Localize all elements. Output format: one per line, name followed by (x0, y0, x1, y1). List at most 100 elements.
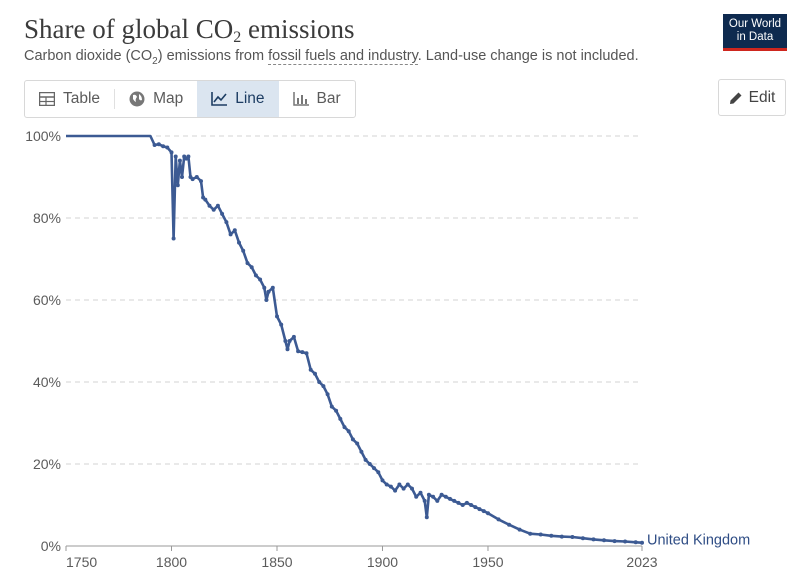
y-tick-label: 60% (33, 292, 61, 308)
data-point (384, 482, 389, 487)
data-point (321, 384, 326, 389)
data-point (270, 285, 275, 290)
data-point (346, 429, 351, 434)
data-point (452, 498, 457, 503)
tab-map[interactable]: Map (115, 81, 197, 117)
data-point (237, 240, 241, 245)
chart-view-tabs: Table Map Line Bar (24, 80, 356, 118)
data-point (376, 470, 381, 475)
data-point (220, 211, 225, 216)
data-point (241, 248, 246, 253)
data-point (165, 145, 170, 150)
data-point (507, 522, 512, 527)
data-point (570, 535, 575, 539)
data-point (245, 261, 250, 266)
data-point (633, 540, 638, 545)
data-point (363, 457, 368, 462)
data-point (473, 505, 478, 510)
data-point (388, 484, 393, 489)
data-point (152, 143, 157, 147)
data-point (456, 500, 461, 505)
tab-bar[interactable]: Bar (279, 81, 355, 117)
data-point (528, 531, 533, 536)
data-point (496, 517, 501, 522)
x-tick-label: 1950 (472, 554, 503, 570)
x-tick-label: 1800 (156, 554, 187, 570)
data-point (199, 179, 203, 184)
pencil-icon (729, 91, 743, 105)
data-point (426, 492, 431, 497)
data-point (372, 466, 376, 471)
data-point (424, 515, 429, 520)
data-point (232, 228, 237, 233)
globe-icon (129, 91, 145, 107)
data-point (580, 536, 585, 541)
y-tick-label: 100% (25, 128, 61, 144)
data-point (464, 500, 469, 505)
tab-divider (114, 89, 116, 109)
data-point (171, 236, 176, 241)
chart-subtitle: Carbon dioxide (CO2) emissions from foss… (24, 48, 639, 67)
data-point (173, 154, 178, 159)
data-point (285, 347, 290, 352)
data-point (266, 289, 271, 294)
data-point (393, 488, 398, 493)
y-tick-label: 80% (33, 210, 61, 226)
data-point (481, 509, 486, 514)
data-point (215, 203, 220, 208)
data-point (317, 380, 322, 384)
data-point (397, 482, 402, 487)
data-point (156, 142, 161, 147)
data-point (469, 503, 474, 507)
data-point (549, 533, 554, 538)
data-point (300, 350, 305, 355)
data-point (517, 527, 522, 532)
data-point (559, 534, 564, 539)
data-point (602, 538, 606, 543)
x-tick-label: 2023 (626, 554, 657, 570)
tab-table[interactable]: Table (25, 81, 114, 117)
data-point (264, 298, 269, 302)
chart-title: Share of global CO2 emissions (24, 14, 355, 46)
x-axis: 1750 1800 1850 1900 1950 2023 (65, 545, 658, 570)
data-point (253, 273, 258, 278)
data-point (359, 449, 364, 454)
data-point (414, 494, 419, 499)
edit-button[interactable]: Edit (718, 79, 786, 116)
data-point (334, 408, 339, 413)
owid-logo[interactable]: Our World in Data (723, 14, 787, 51)
series-group: United Kingdom (66, 134, 750, 549)
data-point (367, 462, 372, 466)
data-point (258, 277, 263, 282)
data-point (313, 371, 317, 376)
fossil-fuels-link[interactable]: fossil fuels and industry (268, 48, 418, 65)
data-point (410, 486, 414, 491)
data-point (224, 220, 229, 225)
y-tick-label: 40% (33, 374, 61, 390)
data-point (405, 482, 410, 487)
data-point (249, 265, 254, 270)
data-point (190, 177, 195, 182)
data-point (448, 496, 452, 501)
data-point (262, 285, 267, 290)
data-point (342, 425, 347, 430)
y-tick-label: 0% (41, 538, 61, 554)
data-point (194, 175, 199, 179)
data-point (175, 183, 180, 188)
data-point (287, 339, 292, 343)
data-point (431, 494, 436, 499)
data-point (443, 494, 448, 499)
data-point (161, 144, 166, 149)
table-icon (39, 92, 55, 106)
data-point (486, 511, 490, 516)
y-tick-label: 20% (33, 456, 61, 472)
data-point (640, 540, 644, 545)
y-axis: 0% 20% 40% 60% 80% 100% (25, 128, 61, 554)
data-point (325, 392, 330, 397)
data-point (380, 478, 385, 483)
tab-line[interactable]: Line (197, 81, 279, 117)
data-point (350, 437, 355, 442)
data-point (177, 158, 182, 163)
x-tick-label: 1900 (367, 554, 398, 570)
